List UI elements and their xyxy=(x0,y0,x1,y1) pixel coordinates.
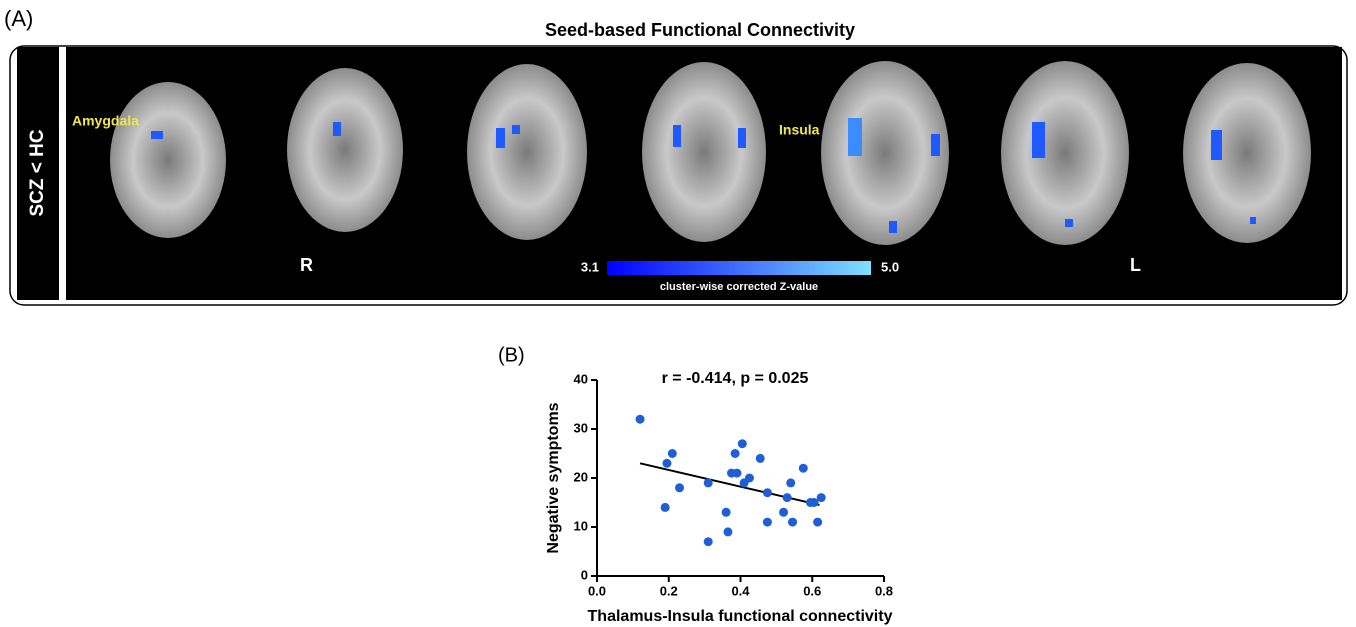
point xyxy=(779,507,789,517)
point xyxy=(744,473,754,483)
brain-slice xyxy=(110,82,226,238)
colorbar-low: 3.1 xyxy=(581,259,599,274)
chart-title: r = -0.414, p = 0.025 xyxy=(662,370,809,387)
point xyxy=(762,488,772,498)
point xyxy=(762,517,772,527)
y-tick-label: 30 xyxy=(574,420,588,435)
cluster xyxy=(1211,130,1222,160)
brain-slice xyxy=(1183,63,1311,243)
point xyxy=(782,493,792,503)
point xyxy=(732,468,742,478)
cluster xyxy=(673,125,681,147)
point xyxy=(667,449,677,458)
panel-title: Seed-based Functional Connectivity xyxy=(545,20,855,40)
cluster xyxy=(333,122,341,136)
row-strip xyxy=(17,47,59,300)
brain-slice xyxy=(821,61,949,245)
point xyxy=(798,463,808,473)
cluster xyxy=(496,128,505,148)
x-axis-label: Thalamus-Insula functional connectivity xyxy=(588,608,893,625)
y-tick-label: 40 xyxy=(574,371,588,386)
point xyxy=(730,449,740,458)
cluster xyxy=(848,118,862,156)
panel-label: (A) xyxy=(4,6,33,31)
point xyxy=(635,414,645,424)
panel-frame xyxy=(9,45,1348,306)
point xyxy=(723,527,733,537)
point xyxy=(755,453,765,463)
point xyxy=(788,517,798,527)
cluster xyxy=(931,134,940,156)
point xyxy=(660,502,670,512)
brain-slice xyxy=(467,64,587,240)
brain-slice xyxy=(642,62,766,242)
annotation: Amygdala xyxy=(72,113,139,129)
point xyxy=(786,478,796,488)
point xyxy=(816,493,826,503)
cluster xyxy=(1065,219,1073,227)
brain-slice xyxy=(1001,61,1129,245)
point xyxy=(813,517,823,527)
point xyxy=(809,498,819,507)
y-tick-label: 0 xyxy=(581,567,588,582)
colorbar xyxy=(607,261,871,275)
cluster xyxy=(1250,217,1256,224)
colorbar-label: cluster-wise corrected Z-value xyxy=(660,281,818,293)
y-tick-label: 20 xyxy=(574,469,588,484)
row-label: SCZ < HC xyxy=(27,129,48,216)
point xyxy=(703,478,713,488)
cluster xyxy=(512,125,520,134)
x-tick-label: 0.8 xyxy=(875,583,893,598)
x-tick-label: 0.0 xyxy=(588,583,606,598)
point xyxy=(703,537,713,547)
cluster xyxy=(738,128,746,148)
y-axis-label: Negative symptoms xyxy=(545,402,562,553)
y-tick-label: 10 xyxy=(574,518,588,533)
brain-slice xyxy=(287,68,403,232)
side-label: L xyxy=(1130,255,1141,275)
point xyxy=(721,507,731,517)
cluster xyxy=(1032,122,1045,158)
cluster xyxy=(151,131,163,139)
colorbar-high: 5.0 xyxy=(881,259,899,274)
point xyxy=(675,483,685,493)
side-label: R xyxy=(300,255,313,275)
annotation: Insula xyxy=(779,122,820,138)
x-tick-label: 0.2 xyxy=(660,583,678,598)
point xyxy=(662,458,672,468)
activation-clusters xyxy=(151,118,1256,233)
cluster xyxy=(889,221,897,233)
brain-slices xyxy=(110,61,1311,245)
panel-label: (B) xyxy=(498,344,525,366)
x-tick-label: 0.4 xyxy=(731,583,750,598)
point xyxy=(737,439,747,449)
x-tick-label: 0.6 xyxy=(803,583,821,598)
